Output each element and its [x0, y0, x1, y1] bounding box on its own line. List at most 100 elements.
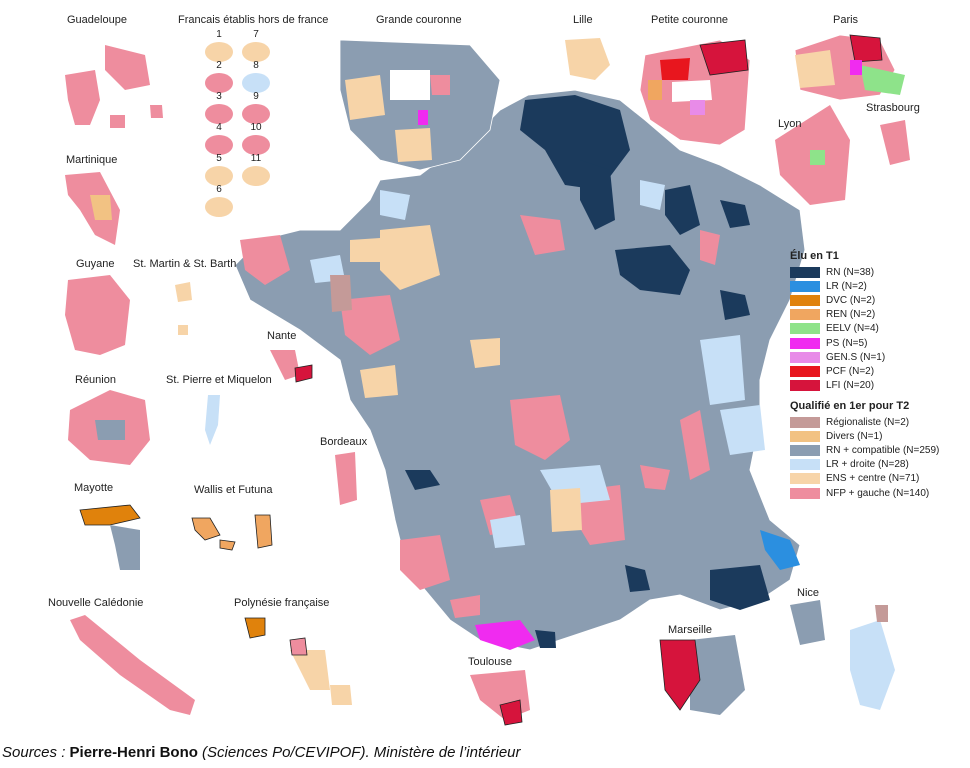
region-lorraine-nfp — [700, 230, 720, 265]
legend-item: LFI (N=20) — [790, 379, 885, 393]
legend-swatch — [790, 280, 820, 292]
region-ardennes-rn — [665, 185, 700, 235]
region-east-rn — [615, 245, 690, 295]
legend-label: RN + compatible (N=259) — [826, 444, 940, 456]
nice-map — [790, 600, 895, 710]
region-centre-ens — [470, 338, 500, 368]
fhf-circle — [242, 104, 270, 124]
label-mayotte: Mayotte — [74, 482, 114, 494]
region-normandie-ens — [350, 238, 380, 262]
legend-item: PS (N=5) — [790, 336, 885, 350]
fhf-number: 1 — [216, 29, 222, 40]
legend-swatch — [790, 323, 820, 335]
region-bordeaux-rn — [405, 470, 440, 490]
fhf-circle — [242, 73, 270, 93]
sources-author: Pierre-Henri Bono — [69, 744, 198, 761]
legend-label: LR + droite (N=28) — [826, 459, 909, 471]
legend-item: PCF (N=2) — [790, 364, 885, 378]
toulouse-map — [470, 670, 530, 726]
fhf-circle — [205, 104, 233, 124]
region-loire-nfp — [340, 295, 400, 355]
bordeaux-map — [335, 452, 357, 505]
fhf-circle — [242, 166, 270, 186]
label-st-martin: St. Martin & St. Barth — [133, 258, 237, 270]
region-regionaliste — [330, 275, 352, 312]
legend-elu: Élu en T1 RN (N=38) LR (N=2) DVC (N=2) REN … — [790, 250, 885, 393]
label-grande-couronne: Grande couronne — [376, 14, 462, 26]
legend-item: ENS + centre (N=71) — [790, 472, 939, 486]
fhf-number: 2 — [216, 60, 222, 71]
fhf-number: 8 — [253, 60, 259, 71]
label-wallis: Wallis et Futuna — [194, 484, 273, 496]
legend-label: DVC (N=2) — [826, 294, 876, 306]
nouvelle-caledonie-map — [70, 615, 195, 715]
wallis-map — [191, 514, 273, 551]
legend-item: LR (N=2) — [790, 279, 885, 293]
fhf-circle — [242, 135, 270, 155]
legend-item: EELV (N=4) — [790, 322, 885, 336]
label-nante: Nante — [267, 330, 297, 342]
legend-swatch — [790, 309, 820, 321]
label-paris: Paris — [833, 14, 859, 26]
label-bordeaux: Bordeaux — [320, 436, 368, 448]
label-nice: Nice — [797, 587, 820, 599]
legend-swatch — [790, 416, 820, 428]
region-champagne-lr-droite — [640, 180, 665, 210]
label-petite-couronne: Petite couronne — [651, 14, 729, 26]
label-reunion: Réunion — [75, 374, 116, 386]
label-st-pierre: St. Pierre et Miquelon — [166, 374, 272, 386]
label-martinique: Martinique — [66, 154, 118, 166]
region-north-rn — [520, 95, 630, 190]
legend-label: Divers (N=1) — [826, 430, 883, 442]
legend-item: GEN.S (N=1) — [790, 350, 885, 364]
region-auvergne-lr-droite — [490, 515, 525, 548]
legend-label: LR (N=2) — [826, 280, 867, 292]
region-alpes-lr — [760, 530, 800, 570]
legend-label: GEN.S (N=1) — [826, 351, 886, 363]
fhf-circle — [205, 135, 233, 155]
region-centre-nfp — [510, 395, 570, 460]
fhf-circle — [242, 42, 270, 62]
fhf-circle — [205, 73, 233, 93]
legend-label: EELV (N=4) — [826, 323, 879, 335]
legend-item: Divers (N=1) — [790, 429, 939, 443]
region-northeast-rn — [580, 160, 615, 230]
legend-item: RN + compatible (N=259) — [790, 443, 939, 457]
france-base — [234, 89, 806, 651]
region-auvergne-ens — [550, 488, 582, 532]
lille-map — [565, 38, 610, 80]
region-ouest-ens — [360, 365, 398, 398]
france-electoral-map — [65, 34, 910, 726]
legend-item: Régionaliste (N=2) — [790, 415, 939, 429]
legend-swatch — [790, 444, 820, 456]
sources-line: Sources : Pierre-Henri Bono (Sciences Po… — [2, 744, 521, 761]
legend-swatch — [790, 365, 820, 377]
label-lille: Lille — [573, 14, 593, 26]
fhf-number: 10 — [250, 122, 262, 133]
fhf-number: 9 — [253, 91, 259, 102]
region-sudouest-nfp — [400, 535, 450, 590]
legend-swatch — [790, 473, 820, 485]
label-strasbourg: Strasbourg — [866, 102, 920, 114]
sources-rest: (Sciences Po/CEVIPOF). Ministère de l’in… — [197, 744, 521, 761]
legend-item: DVC (N=2) — [790, 293, 885, 307]
region-rhone-nfp — [640, 465, 670, 490]
label-marseille: Marseille — [668, 624, 713, 636]
fhf-number: 6 — [216, 184, 222, 195]
legend-label: REN (N=2) — [826, 309, 876, 321]
region-alpes-lr-droite — [700, 335, 745, 405]
lyon-map — [775, 105, 850, 205]
label-fhf: Francais établis hors de france — [178, 14, 329, 26]
sources-prefix: Sources : — [2, 744, 70, 761]
region-pyrenees-nfp — [450, 595, 480, 618]
petite-couronne-map — [639, 39, 751, 146]
legend-swatch — [790, 337, 820, 349]
fhf-circle — [205, 42, 233, 62]
legend-swatch — [790, 294, 820, 306]
legend-swatch — [790, 380, 820, 392]
fhf-number: 11 — [250, 153, 262, 164]
legend-swatch — [790, 266, 820, 278]
guadeloupe-map — [65, 45, 163, 128]
label-lyon: Lyon — [778, 118, 802, 130]
region-meuse-rn — [720, 200, 750, 228]
